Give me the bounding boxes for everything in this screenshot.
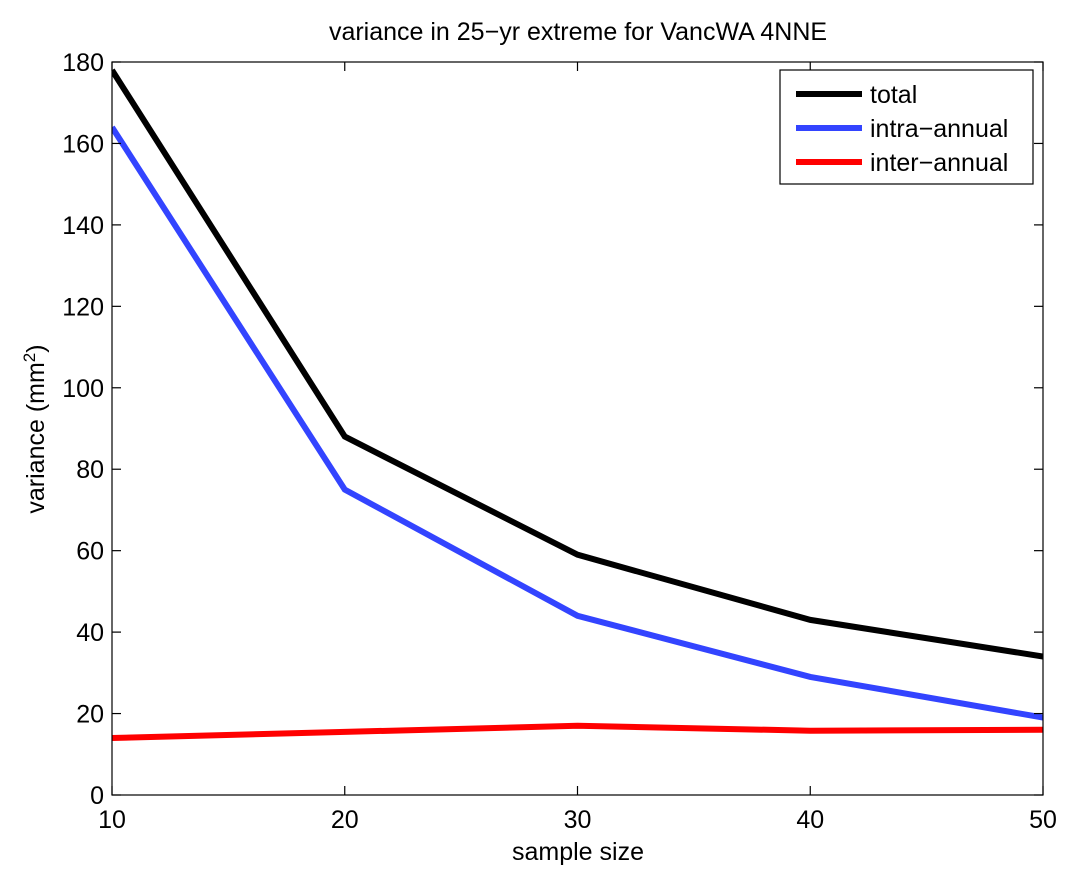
y-tick-label-9: 180 (62, 49, 104, 77)
y-tick-label-6: 120 (62, 293, 104, 321)
y-tick-label-2: 40 (76, 619, 104, 647)
y-axis-label-close: ) (22, 344, 50, 352)
y-tick-label-3: 60 (76, 538, 104, 566)
legend-label-0: total (870, 81, 917, 109)
series-line-0 (112, 68, 1043, 660)
legend-label-2: inter−annual (870, 149, 1008, 177)
y-tick-label-7: 140 (62, 212, 104, 240)
legend-label-1: intra−annual (870, 115, 1008, 143)
plot-area: 10 20 30 40 50 0 20 40 60 80 100 120 140 160 180 total i… (62, 49, 1057, 834)
y-axis-label-sup: 2 (20, 353, 39, 362)
y-tick-label-8: 160 (62, 130, 104, 158)
series-line-2 (112, 722, 1043, 741)
chart-title: variance in 25−yr extreme for VancWA 4NN… (329, 18, 827, 46)
y-tick-label-0: 0 (90, 782, 104, 810)
x-tick-label-0: 10 (98, 806, 126, 834)
x-tick-label-1: 20 (331, 806, 359, 834)
legend: total intra−annual inter−annual (779, 69, 1034, 185)
x-tick-label-4: 50 (1029, 806, 1057, 834)
series-group (112, 68, 1043, 741)
y-tick-label-5: 100 (62, 375, 104, 403)
x-axis-label: sample size (512, 838, 644, 866)
x-tick-label-3: 40 (796, 806, 824, 834)
x-tick-label-2: 30 (564, 806, 592, 834)
y-axis-label-main: variance (mm (22, 362, 50, 513)
series-line-1 (112, 125, 1043, 721)
y-axis-label: variance (mm2) (20, 344, 51, 513)
y-tick-label-4: 80 (76, 456, 104, 484)
y-tick-label-1: 20 (76, 701, 104, 729)
